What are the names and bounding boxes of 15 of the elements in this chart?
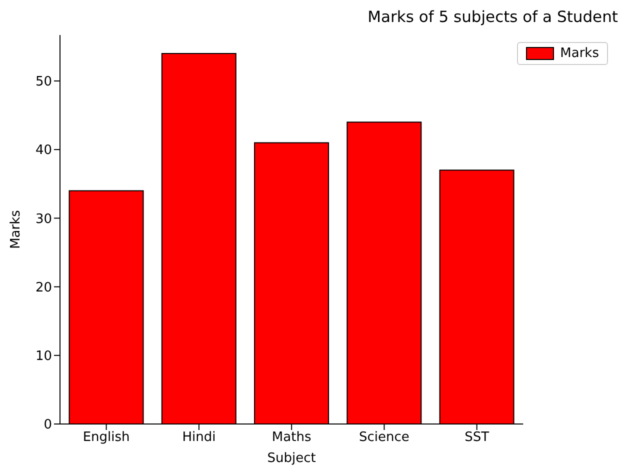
y-tick-label: 40 [35, 143, 52, 158]
x-tick-label: Maths [272, 430, 312, 446]
legend-label: Marks [560, 46, 599, 61]
chart-title: Marks of 5 subjects of a Student [368, 8, 618, 26]
y-tick-label: 50 [35, 74, 52, 90]
x-tick-label: Science [359, 430, 410, 446]
y-tick-label: 0 [44, 418, 52, 433]
x-tick-label: SST [464, 430, 490, 446]
y-tick-label: 30 [35, 212, 52, 227]
y-tick-label: 10 [35, 349, 52, 364]
y-tick-label: 20 [35, 280, 52, 296]
x-tick-label: Hindi [182, 430, 216, 446]
x-tick-label: English [82, 430, 130, 446]
y-axis-title: Marks [8, 210, 24, 249]
x-axis-title: Subject [267, 451, 316, 466]
